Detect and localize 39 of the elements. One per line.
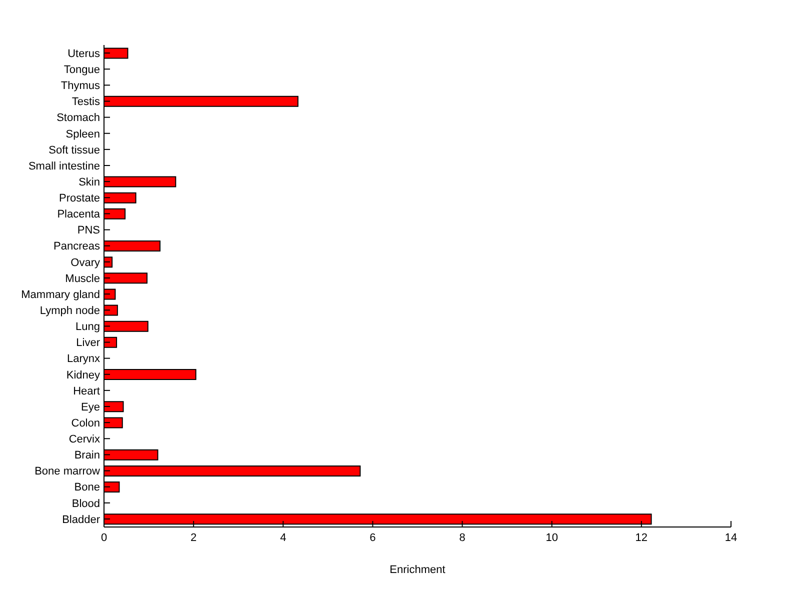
y-tick-label: Spleen	[66, 128, 100, 140]
y-tick-label: Prostate	[59, 192, 100, 205]
y-tick-label: Stomach	[56, 112, 100, 124]
y-tick-label: Heart	[73, 385, 100, 398]
x-tick-label: 0	[100, 532, 108, 544]
y-tick-label: Tongue	[64, 64, 100, 76]
y-tick-label: Thymus	[60, 80, 100, 92]
y-tick-label: Testis	[72, 96, 100, 108]
y-tick-label: Bladder	[62, 514, 100, 526]
y-tick-label: Larynx	[66, 353, 100, 366]
y-tick-label: Brain	[74, 450, 100, 462]
y-tick-label: Colon	[71, 417, 100, 430]
y-tick-label: Skin	[78, 176, 100, 188]
y-tick-label: Lymph node	[40, 305, 100, 318]
y-tick-label: Small intestine	[28, 160, 100, 172]
y-tick-label: Placenta	[57, 208, 101, 221]
y-tick-label: PNS	[77, 224, 100, 237]
x-tick-label: 8	[459, 532, 466, 544]
y-tick-label: Soft tissue	[48, 144, 100, 156]
y-tick-label: Pancreas	[54, 240, 100, 253]
y-tick-label: Cervix	[68, 434, 100, 446]
y-tick-label: Uterus	[68, 48, 100, 60]
y-tick-label: Eye	[81, 401, 100, 414]
x-tick-label: 4	[280, 532, 286, 544]
y-tick-label: Lung	[76, 321, 100, 334]
y-tick-label: Muscle	[65, 272, 100, 285]
y-tick-label: Ovary	[70, 256, 100, 269]
x-tick-label: 14	[724, 532, 738, 544]
y-tick-label: Kidney	[66, 369, 100, 382]
y-tick-label: Blood	[72, 498, 100, 510]
x-tick-label: 6	[370, 532, 376, 544]
y-tick-label: Bone marrow	[34, 466, 100, 478]
y-tick-label: Bone	[74, 482, 100, 494]
x-tick-label: 2	[190, 532, 197, 544]
y-tick-label: Mammary gland	[21, 288, 100, 301]
x-tick-label: 12	[635, 532, 648, 544]
x-axis-title: Enrichment	[390, 564, 446, 576]
y-tick-label: Liver	[76, 337, 100, 350]
x-tick-label: 10	[546, 532, 558, 544]
